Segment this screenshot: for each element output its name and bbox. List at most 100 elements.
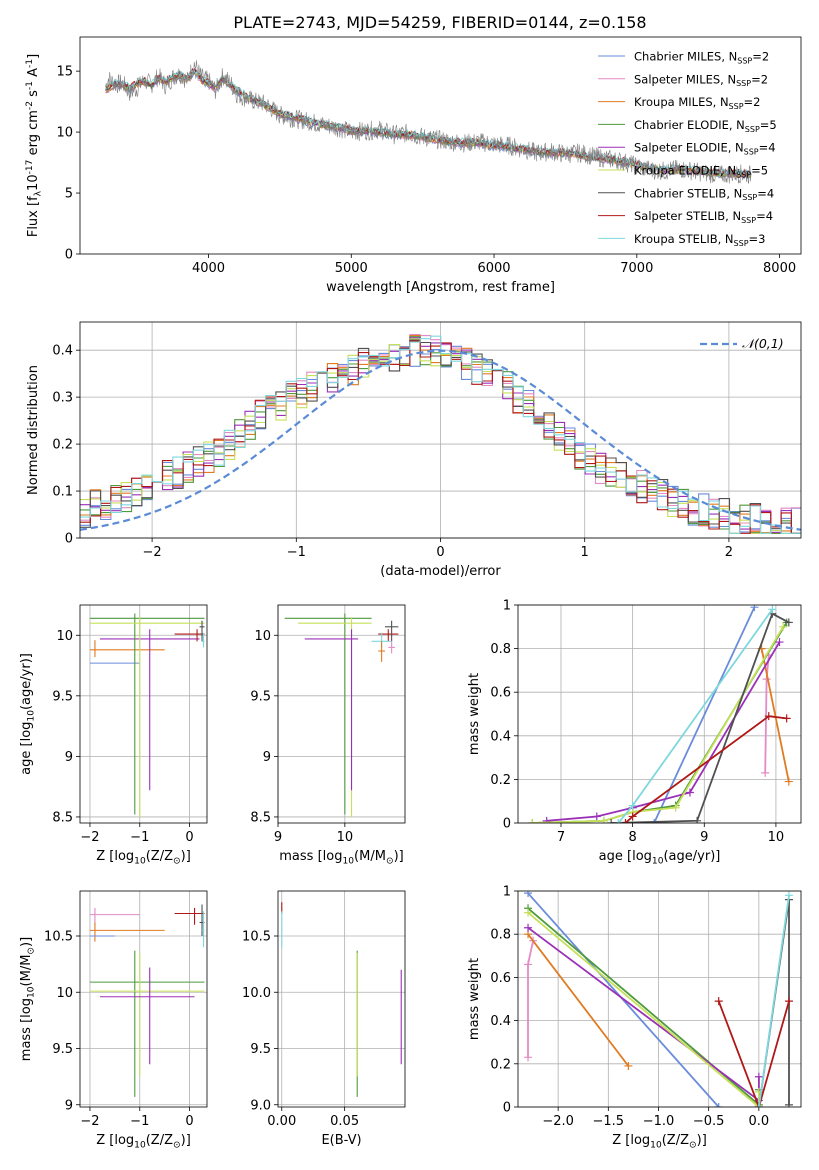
x-tick-label: −1	[130, 830, 149, 845]
y-tick-label: 9	[65, 750, 73, 765]
gridlines	[80, 605, 207, 823]
x-axis-label: age [log10(age/yr)]	[599, 849, 721, 866]
y-tick-label: 0.2	[490, 773, 511, 788]
x-axis-label: Z [log10(Z/Z⊙)]	[96, 849, 191, 866]
x-tick-label: 0	[185, 830, 193, 845]
plot-area	[80, 333, 801, 534]
mw-line-salp_stelib	[624, 715, 787, 823]
plot-area	[281, 902, 402, 1097]
y-tick-label: 0	[503, 817, 511, 832]
panel-mass_vs_Z: −2 −1 0 9 9.5 10 10.5 Z [log10(Z/Z⊙)] mass [log1…	[19, 890, 208, 1150]
hist-krou_elodie	[80, 338, 801, 534]
legend-label-salp_stelib: Salpeter STELIB, NSSP=4	[634, 209, 773, 225]
mw-marker-salp_elodie	[685, 788, 694, 797]
y-axis-label: Flux [fλ10-17 erg cm-2 s-1 A-1]	[25, 54, 43, 237]
plot-area	[105, 60, 752, 184]
panel-residuals: −2 −1 0 1 2 0 0.1 0.2 0.3 0.4 (data-model)/error No…	[26, 321, 802, 579]
mw-marker-krou_elodie	[599, 816, 608, 823]
mw-marker-salp_elodie	[775, 638, 784, 647]
x-tick-label: 0	[185, 1114, 193, 1129]
x-tick-label: 5000	[335, 261, 368, 276]
figure-title: PLATE=2743, MJD=54259, FIBERID=0144, z=0…	[233, 13, 646, 32]
y-tick-label: 10	[56, 126, 73, 141]
y-tick-label: 10	[56, 629, 73, 644]
panel-mass_vs_ebv: 0.00 0.05 9.0 9.5 10.0 10.5 E(B-V)	[242, 890, 406, 1148]
mw-marker-salp_stelib	[764, 712, 773, 721]
x-tick-label: 6000	[477, 261, 510, 276]
y-tick-label: 1	[503, 885, 511, 900]
y-tick-label: 0.4	[52, 344, 73, 359]
mw-marker-krou_stelib	[768, 605, 777, 614]
y-tick-label: 9.0	[250, 1098, 271, 1113]
x-tick-label: −2	[143, 545, 162, 560]
mw-marker-salp_stelib	[782, 714, 791, 723]
x-tick-label: 1	[581, 545, 589, 560]
y-tick-label: 0.6	[490, 686, 511, 701]
y-axis-label: mass weight	[467, 673, 482, 755]
x-tick-label: −2.0	[542, 1114, 574, 1129]
mw-marker-krou_elodie	[671, 803, 680, 812]
mw-marker-salp_elodie	[754, 1072, 763, 1081]
mw-line-chab_stelib	[611, 612, 790, 823]
y-tick-label: 0.3	[52, 391, 73, 406]
axes-frame	[517, 604, 802, 824]
x-tick-label: −2	[80, 1114, 99, 1129]
legend-label-chab_miles: Chabrier MILES, NSSP=2	[634, 50, 769, 66]
mw-marker-chab_miles	[750, 605, 759, 612]
plot-area	[524, 891, 793, 1107]
mw-line-krou_miles	[760, 648, 790, 782]
y-tick-label: 0	[65, 248, 73, 263]
mw-marker-krou_elodie	[528, 819, 537, 823]
y-tick-label: 8.5	[250, 810, 271, 825]
y-tick-label: 0.2	[52, 438, 73, 453]
y-tick-label: 9.5	[250, 689, 271, 704]
plot-area	[528, 605, 793, 823]
mw-line-krou_elodie	[527, 911, 760, 1107]
legend-label-salp_elodie: Salpeter ELODIE, NSSP=4	[634, 141, 776, 157]
y-axis-label: age [log10(age/yr)]	[19, 653, 36, 775]
y-tick-label: 10	[254, 629, 271, 644]
x-tick-label: 9	[274, 830, 282, 845]
mw-line-chab_miles	[653, 606, 756, 823]
x-tick-label: 2	[725, 545, 733, 560]
y-axis-label: mass weight	[467, 958, 482, 1040]
panel-mw_vs_age: 7 8 9 10 0 0.2 0.4 0.6 0.8 1 age [log10(age/yr)] ma…	[467, 599, 802, 866]
mw-marker-krou_stelib	[784, 891, 793, 900]
y-tick-label: 15	[56, 65, 73, 80]
axes-frame	[277, 604, 406, 824]
y-tick-label: 10.0	[242, 986, 271, 1001]
y-tick-label: 9.5	[52, 1042, 73, 1057]
y-tick-label: 10.5	[44, 930, 73, 945]
axes-frame	[79, 604, 208, 824]
mw-marker-salp_elodie	[592, 812, 601, 821]
gridlines	[278, 891, 405, 1107]
x-tick-label: −1.5	[593, 1114, 625, 1129]
x-tick-label: 7	[557, 830, 565, 845]
y-tick-label: 10	[56, 986, 73, 1001]
y-tick-label: 9.5	[250, 1042, 271, 1057]
mw-marker-salp_miles	[524, 960, 533, 969]
y-tick-label: 0.1	[52, 485, 73, 500]
mw-marker-chab_stelib	[607, 819, 616, 823]
x-tick-label: 0.00	[267, 1114, 296, 1129]
x-tick-label: −1	[287, 545, 306, 560]
gridlines	[518, 604, 801, 824]
mw-marker-krou_miles	[784, 777, 793, 786]
axes-frame	[79, 890, 208, 1108]
mw-marker-salp_elodie	[542, 816, 551, 823]
legend-label-normal: 𝒩(0,1)	[742, 336, 784, 351]
y-tick-label: 10.5	[242, 930, 271, 945]
mw-line-salp_miles	[527, 940, 534, 1058]
legend-label-salp_miles: Salpeter MILES, NSSP=2	[634, 72, 768, 88]
y-tick-label: 0.6	[490, 971, 511, 986]
x-tick-label: 8000	[763, 261, 796, 276]
x-axis-label: Z [log10(Z/Z⊙)]	[96, 1133, 191, 1150]
legend-label-krou_miles: Kroupa MILES, NSSP=2	[634, 95, 760, 111]
y-tick-label: 0.4	[490, 729, 511, 744]
mw-line-chab_elodie	[532, 621, 788, 823]
x-tick-label: 8	[628, 830, 636, 845]
x-tick-label: −2	[80, 830, 99, 845]
y-tick-label: 1	[503, 599, 511, 614]
